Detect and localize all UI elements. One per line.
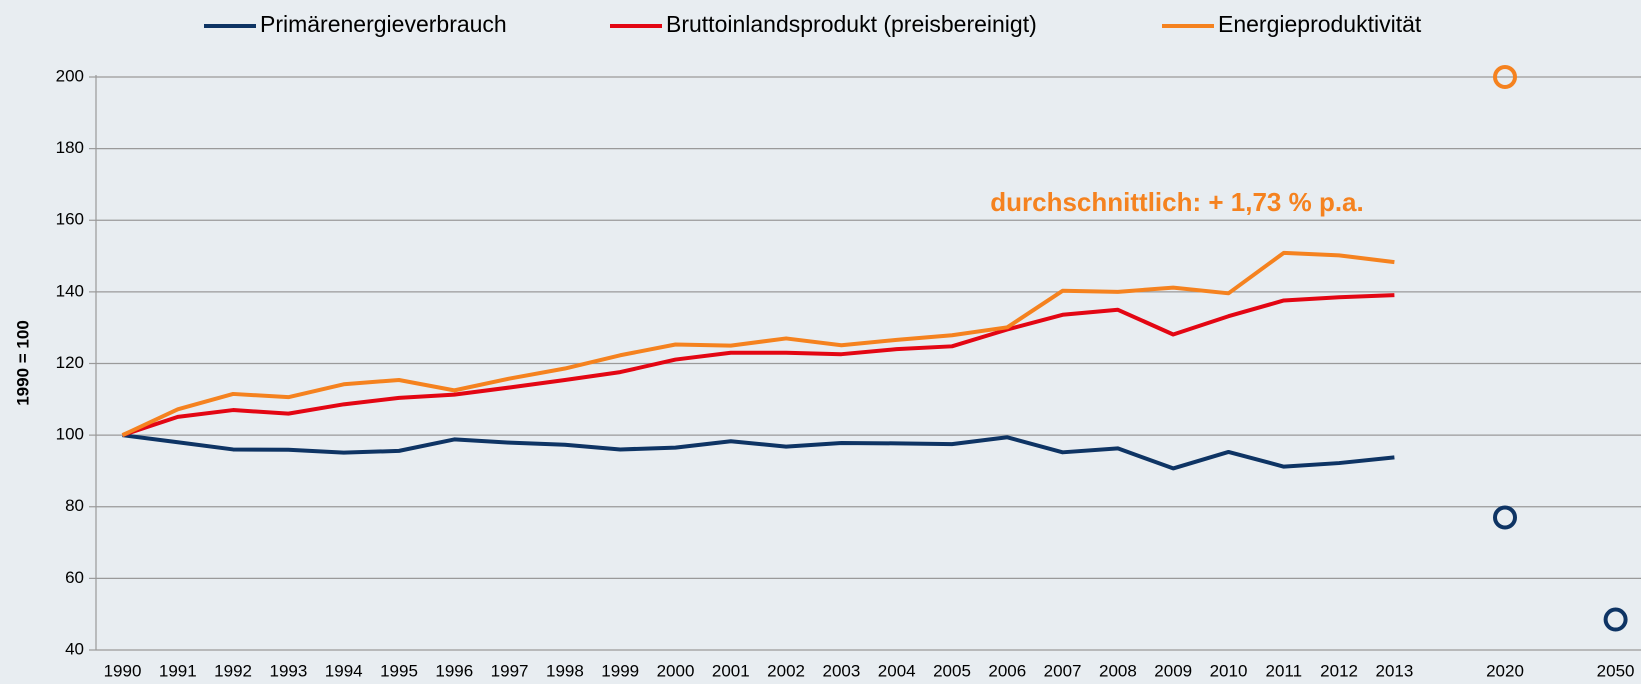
x-tick-label: 1997 xyxy=(491,661,529,680)
x-tick-label: 2008 xyxy=(1099,661,1137,680)
x-tick-label: 2001 xyxy=(712,661,750,680)
x-tick-label: 2013 xyxy=(1375,661,1413,680)
x-tick-label: 1995 xyxy=(380,661,418,680)
x-tick-label: 2050 xyxy=(1597,661,1635,680)
y-tick-label: 200 xyxy=(56,66,84,85)
x-tick-label: 1991 xyxy=(159,661,197,680)
y-tick-label: 100 xyxy=(56,425,84,444)
x-tick-label: 2012 xyxy=(1320,661,1358,680)
y-tick-label: 80 xyxy=(65,496,84,515)
annotation: durchschnittlich: + 1,73 % p.a. xyxy=(990,187,1363,217)
x-tick-label: 2011 xyxy=(1266,661,1303,680)
x-tick-label: 2002 xyxy=(767,661,805,680)
y-tick-label: 40 xyxy=(65,639,84,658)
x-tick-label: 2007 xyxy=(1044,661,1082,680)
x-tick-label: 1996 xyxy=(435,661,473,680)
x-tick-label: 1990 xyxy=(104,661,142,680)
y-tick-label: 160 xyxy=(56,210,84,229)
legend-label: Primärenergieverbrauch xyxy=(260,11,507,37)
y-tick-label: 60 xyxy=(65,568,84,587)
series-line xyxy=(122,433,1395,471)
y-tick-label: 180 xyxy=(56,138,84,157)
x-tick-label: 1999 xyxy=(601,661,639,680)
x-tick-label: 2005 xyxy=(933,661,971,680)
target-marker xyxy=(1493,65,1517,89)
target-marker xyxy=(1493,505,1517,530)
x-tick-label: 2000 xyxy=(657,661,695,680)
x-tick-label: 2020 xyxy=(1486,661,1524,680)
x-tick-label: 1993 xyxy=(269,661,307,680)
x-tick-label: 1992 xyxy=(214,661,252,680)
y-tick-label: 140 xyxy=(56,281,84,300)
legend-label: Energieproduktivität xyxy=(1218,11,1422,37)
x-tick-label: 2006 xyxy=(988,661,1026,680)
legend-label: Bruttoinlandsprodukt (preisbereinigt) xyxy=(666,11,1037,37)
series-line xyxy=(121,250,1395,437)
x-tick-label: 1998 xyxy=(546,661,584,680)
x-tick-label: 1994 xyxy=(325,661,363,680)
x-tick-label: 2003 xyxy=(822,661,860,680)
target-marker xyxy=(1603,607,1628,632)
x-tick-label: 2004 xyxy=(878,661,916,680)
series-line xyxy=(121,293,1395,438)
x-tick-label: 2009 xyxy=(1154,661,1192,680)
x-tick-label: 2010 xyxy=(1210,661,1248,680)
y-axis-label: 1990 = 100 xyxy=(13,320,32,406)
y-tick-label: 120 xyxy=(56,353,84,372)
